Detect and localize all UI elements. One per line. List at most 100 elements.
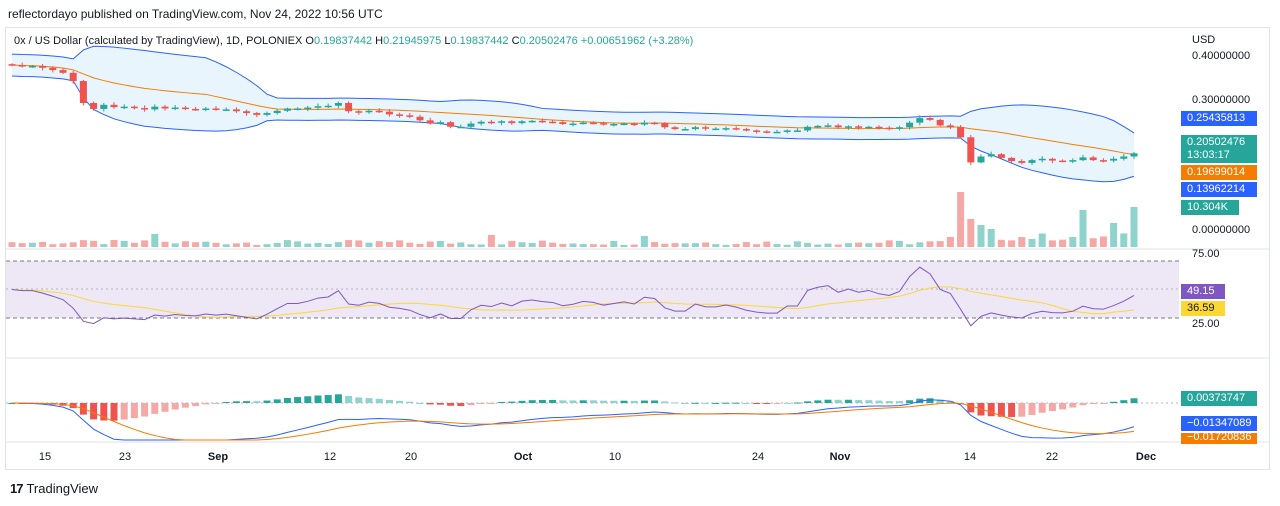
- macd-histogram-bar: [477, 403, 485, 404]
- candle-body: [1099, 160, 1107, 162]
- candle-body: [906, 122, 914, 128]
- volume-bar: [987, 229, 995, 247]
- candle-body: [549, 121, 557, 124]
- volume-bar: [90, 240, 98, 247]
- volume-bar: [834, 244, 842, 247]
- candle-body: [702, 127, 710, 129]
- volume-bar: [824, 243, 832, 247]
- macd-histogram-bar: [600, 400, 608, 403]
- volume-bar: [222, 244, 230, 247]
- volume-tag: 10.304K: [1181, 200, 1239, 215]
- candle-body: [620, 123, 628, 126]
- macd-histogram-bar: [1008, 403, 1016, 417]
- last-price-value: 0.20502476: [1187, 136, 1246, 148]
- candle-body: [1120, 156, 1128, 159]
- candle-body: [538, 120, 546, 123]
- volume-bar: [528, 242, 536, 247]
- symbol-label[interactable]: 0x / US Dollar (calculated by TradingVie…: [14, 35, 303, 47]
- volume-bar: [681, 243, 689, 247]
- volume-bar: [498, 244, 506, 247]
- chart-legend: 0x / US Dollar (calculated by TradingVie…: [14, 35, 693, 47]
- volume-bar: [814, 244, 822, 247]
- candle-body: [304, 107, 312, 110]
- macd-histogram-bar: [691, 402, 699, 404]
- volume-bar: [732, 244, 740, 247]
- x-label-14: 14: [963, 451, 977, 463]
- candle-body: [1089, 157, 1097, 161]
- volume-bar: [783, 244, 791, 247]
- macd-histogram-bar: [1089, 403, 1097, 405]
- candle-body: [559, 122, 567, 125]
- macd-histogram-bar: [1079, 403, 1087, 406]
- volume-bar: [630, 244, 638, 247]
- change-value: +0.00651962 (+3.28%): [580, 35, 694, 47]
- volume-bar: [589, 244, 597, 247]
- candle-body: [355, 111, 363, 113]
- macd-histogram-bar: [1099, 403, 1107, 404]
- macd-histogram-bar: [120, 403, 128, 420]
- macd-histogram-bar: [161, 403, 169, 412]
- candle-body: [151, 106, 159, 110]
- candle-body: [498, 121, 506, 123]
- rsi-ma-tag: 36.59: [1181, 301, 1225, 316]
- bb-upper-tag: 0.25435813: [1181, 111, 1257, 126]
- volume-bar: [936, 241, 944, 247]
- rsi-line: [11, 266, 1135, 327]
- macd-histogram-bar: [946, 401, 954, 403]
- volume-bar: [855, 242, 863, 247]
- volume-bar: [885, 240, 893, 247]
- bollinger-fill: [12, 46, 1134, 182]
- volume-bar: [1120, 233, 1128, 247]
- candle-body: [681, 129, 689, 131]
- candle-body: [855, 126, 863, 128]
- candle-body: [253, 113, 261, 115]
- volume-bar: [192, 242, 200, 247]
- candle-body: [232, 109, 240, 112]
- macd-histogram-bar: [712, 402, 720, 404]
- candle-body: [712, 128, 720, 131]
- volume-bar: [447, 243, 455, 247]
- macd-histogram-bar: [273, 399, 281, 403]
- macd-histogram-bar: [742, 402, 750, 404]
- macd-histogram-bar: [1018, 403, 1026, 417]
- macd-histogram-bar: [1120, 400, 1128, 403]
- candle-body: [273, 110, 281, 114]
- candle-body: [691, 127, 699, 130]
- candle-body: [90, 103, 98, 109]
- tradingview-logo[interactable]: 17 TradingView: [10, 481, 98, 496]
- volume-bar: [477, 244, 485, 247]
- volume-bar: [487, 235, 495, 247]
- candle-body: [477, 121, 485, 124]
- volume-bar: [426, 241, 434, 247]
- macd-histogram-bar: [926, 398, 934, 403]
- candle-body: [324, 105, 332, 108]
- volume-bar: [671, 243, 679, 247]
- macd-histogram-bar: [865, 400, 873, 403]
- candle-body: [457, 126, 465, 129]
- price-label-030: 0.30000000: [1192, 94, 1251, 106]
- macd-histogram-bar: [651, 400, 659, 403]
- macd-histogram-bar: [202, 403, 210, 405]
- candle-body: [283, 108, 291, 111]
- macd-histogram-bar: [559, 400, 567, 403]
- macd-histogram-bar: [967, 403, 975, 413]
- macd-histogram-bar: [110, 403, 118, 421]
- volume-bar: [997, 239, 1005, 247]
- candle-body: [651, 122, 659, 125]
- volume-bar: [610, 240, 618, 247]
- macd-line-tag: −0.01347089: [1181, 416, 1257, 431]
- candle-body: [365, 110, 373, 113]
- volume-bar: [273, 242, 281, 247]
- macd-histogram-bar: [375, 398, 383, 403]
- volume-bar: [1048, 240, 1056, 247]
- macd-histogram-bar: [222, 401, 230, 403]
- volume-bar: [844, 243, 852, 247]
- macd-histogram-bar: [855, 400, 863, 403]
- volume-bar: [151, 234, 159, 247]
- macd-histogram-bar: [518, 400, 526, 403]
- volume-bar: [875, 242, 883, 247]
- candle-body: [192, 108, 200, 111]
- volume-bar: [375, 241, 383, 247]
- candle-body: [487, 121, 495, 124]
